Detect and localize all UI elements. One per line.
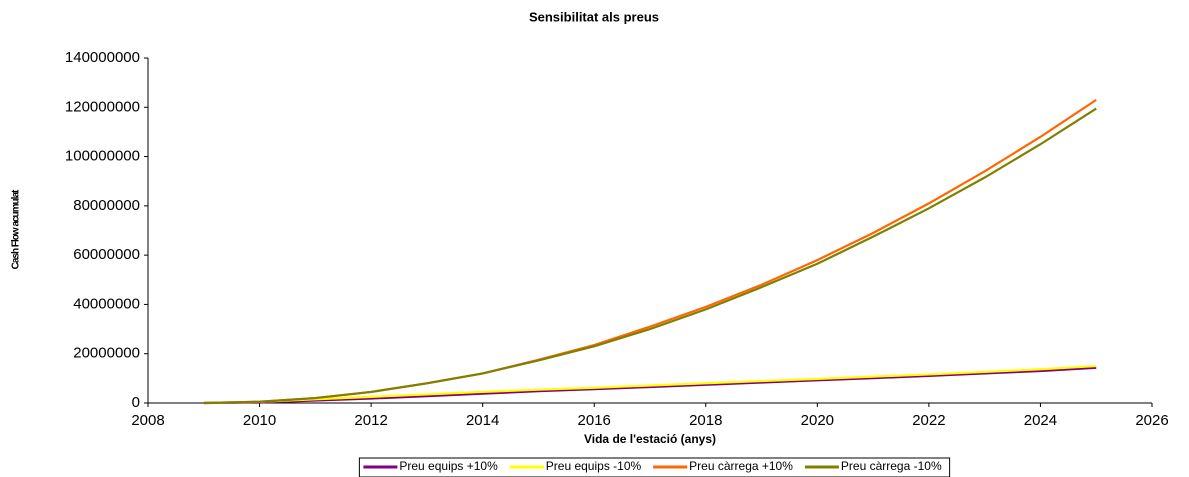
x-tick-label: 2022 [912, 412, 945, 429]
y-tick-label: 40000000 [73, 295, 140, 312]
series-line [203, 107, 1097, 405]
legend-label: Preu equips -10% [546, 459, 642, 473]
legend: Preu equips +10% Preu equips -10% Preu càr… [358, 457, 951, 477]
y-axis-label: Cash Flow acumulat [11, 189, 22, 269]
legend-label: Preu càrrega -10% [841, 459, 942, 473]
y-tick-label: 0 [132, 394, 140, 411]
x-tick-label: 2016 [578, 412, 611, 429]
x-tick-label: 2008 [131, 412, 164, 429]
x-tick-label: 2014 [466, 412, 499, 429]
chart-title: Sensibilitat als preus [529, 9, 659, 24]
series-line [203, 366, 1097, 405]
y-tick-label: 120000000 [65, 98, 140, 115]
y-tick-label: 60000000 [73, 246, 140, 263]
y-tick-label: 100000000 [65, 148, 140, 165]
series-line [203, 364, 1097, 405]
x-tick-label: 2012 [354, 412, 387, 429]
x-tick-label: 2020 [801, 412, 834, 429]
x-tick-label: 2026 [1135, 412, 1168, 429]
x-tick-label: 2024 [1024, 412, 1057, 429]
x-tick-label: 2010 [243, 412, 276, 429]
y-tick-label: 140000000 [65, 49, 140, 66]
legend-label: Preu càrrega +10% [689, 459, 793, 473]
y-tick-label: 20000000 [73, 345, 140, 362]
legend-label: Preu equips +10% [399, 459, 498, 473]
y-tick-label: 80000000 [73, 197, 140, 214]
x-tick-label: 2018 [689, 412, 722, 429]
series-line [203, 98, 1097, 405]
x-axis-label: Vida de l'estació (anys) [584, 432, 716, 446]
